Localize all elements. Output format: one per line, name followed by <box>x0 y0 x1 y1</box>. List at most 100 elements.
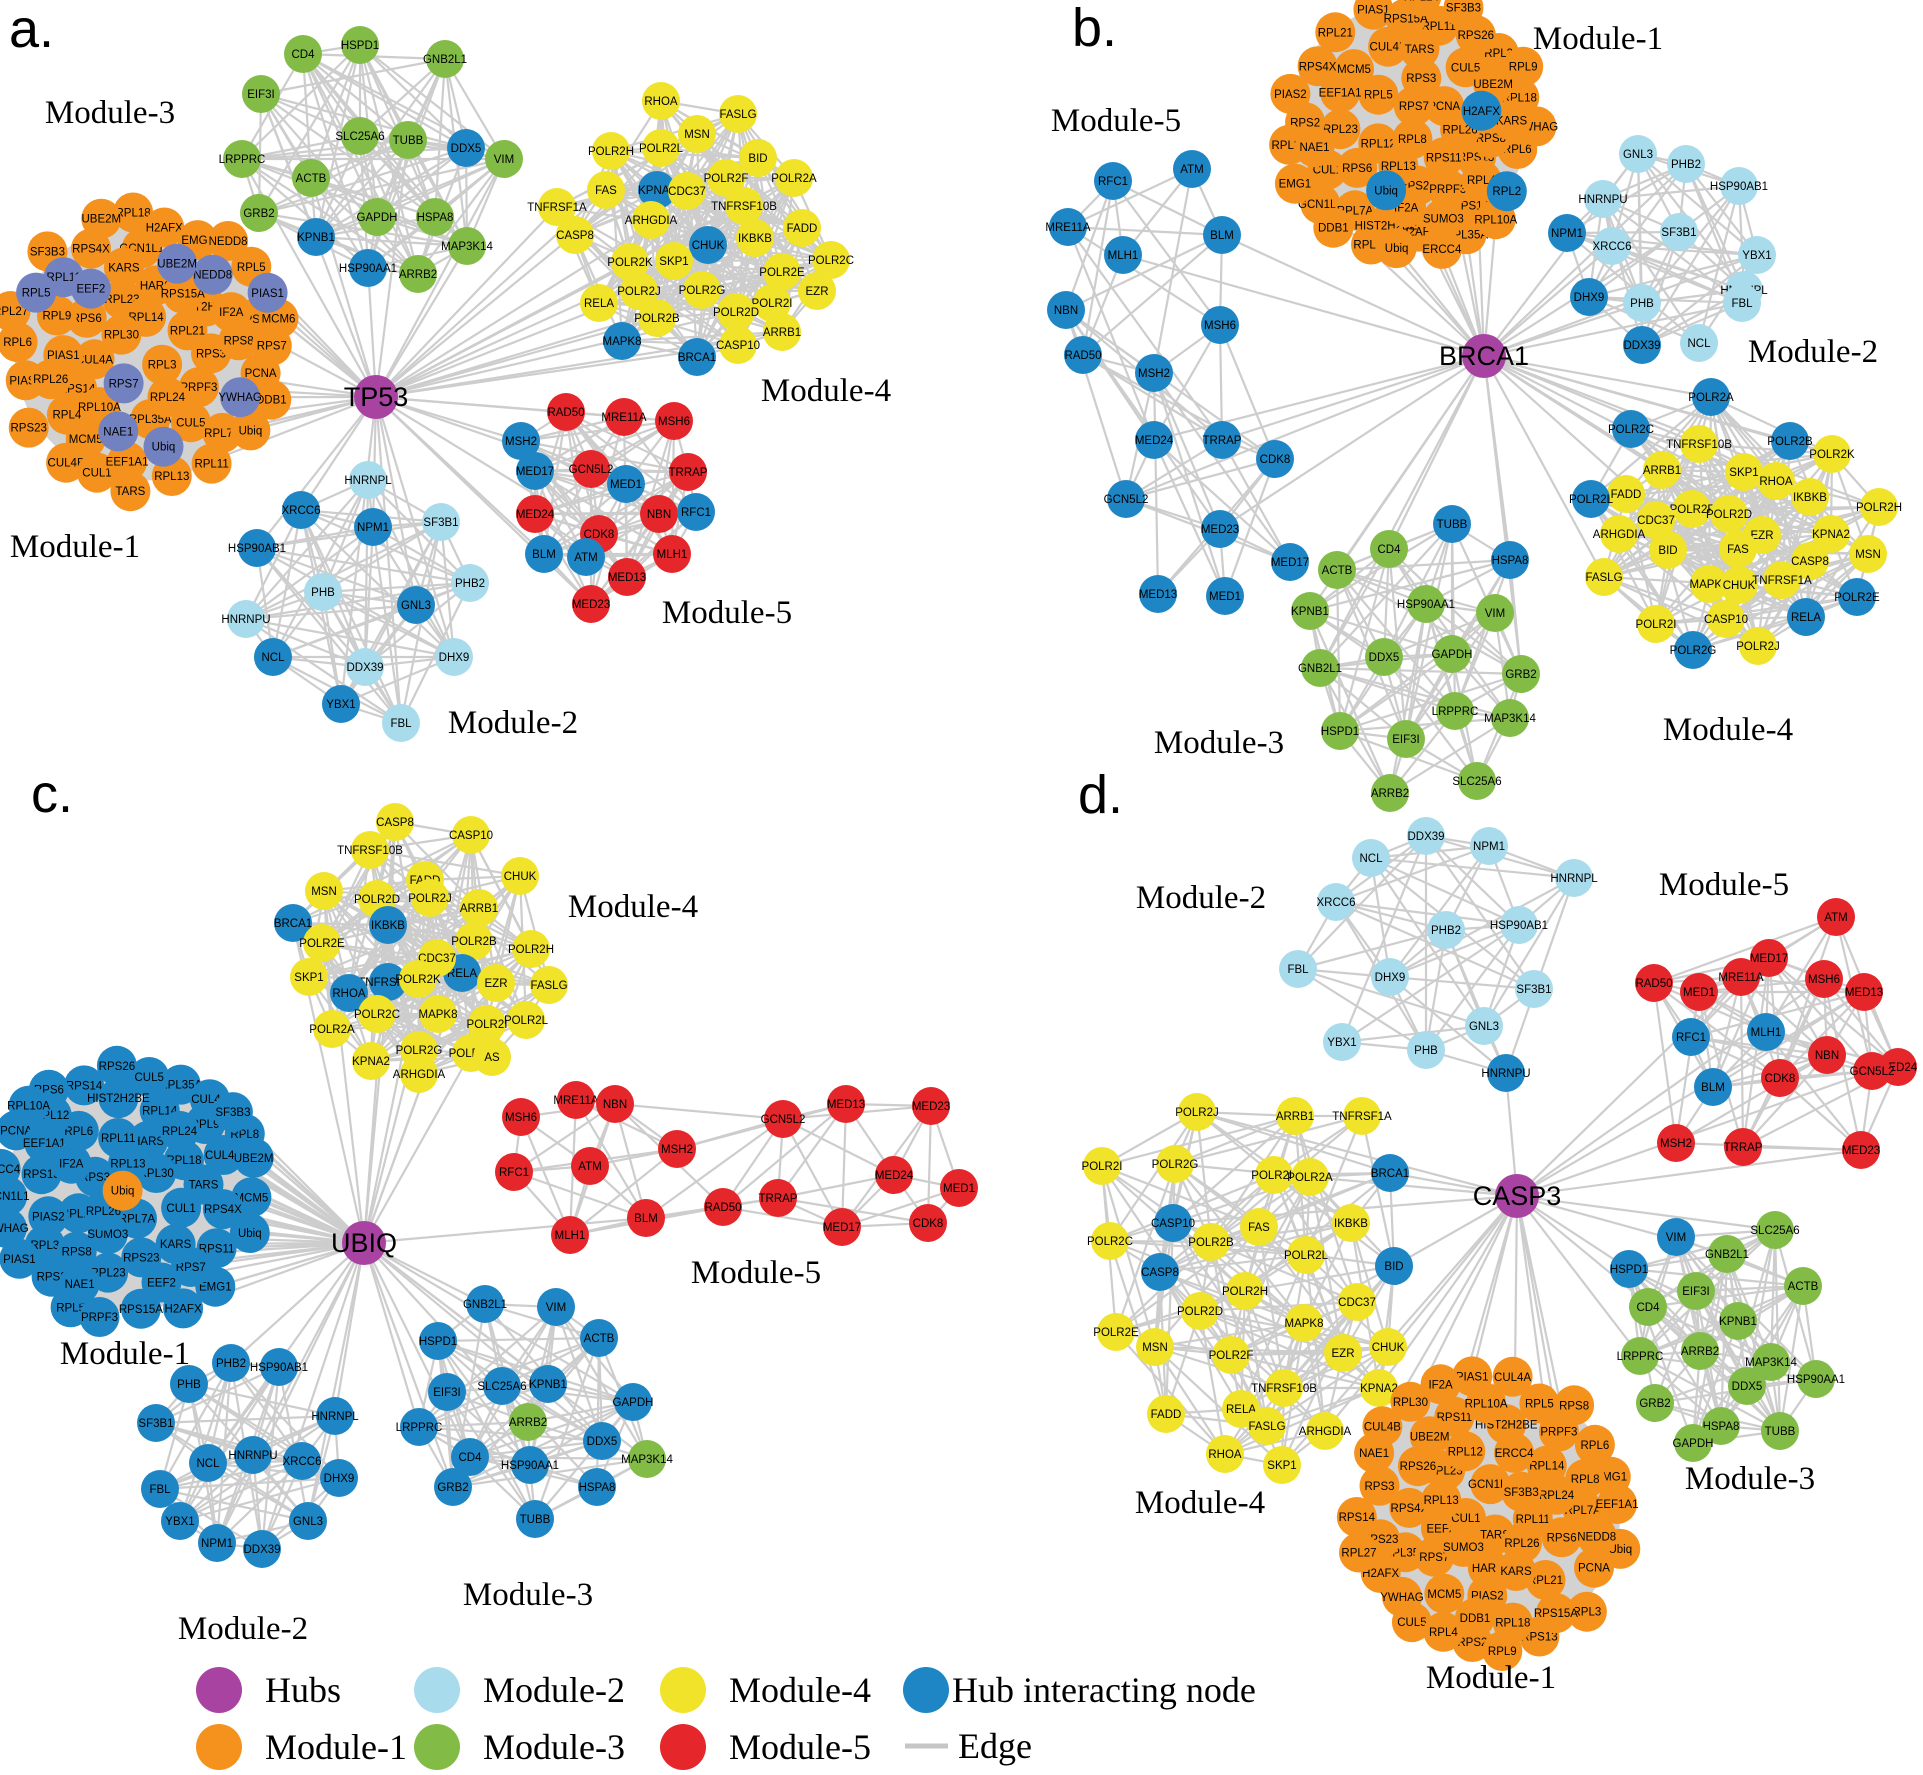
svg-text:SLC25A6: SLC25A6 <box>477 1381 526 1393</box>
svg-text:GCN1L1: GCN1L1 <box>0 1191 30 1203</box>
svg-text:Module-2: Module-2 <box>1748 334 1878 370</box>
svg-text:H2AFX: H2AFX <box>1463 106 1500 118</box>
svg-text:KARS: KARS <box>108 263 140 275</box>
svg-text:Edge: Edge <box>958 1726 1032 1766</box>
svg-text:NAE1: NAE1 <box>103 427 133 439</box>
svg-text:YBX1: YBX1 <box>165 1516 194 1528</box>
svg-text:MCM5: MCM5 <box>234 1192 268 1204</box>
svg-text:HNRNPU: HNRNPU <box>228 1450 277 1462</box>
svg-text:RPS11: RPS11 <box>1426 152 1462 164</box>
svg-text:RPL3: RPL3 <box>1573 1607 1602 1619</box>
svg-text:RPL11: RPL11 <box>1421 21 1455 33</box>
svg-text:RPL21: RPL21 <box>170 325 205 337</box>
svg-text:CUL5: CUL5 <box>1397 1617 1426 1629</box>
svg-text:FADD: FADD <box>787 223 818 235</box>
svg-text:SLC25A6: SLC25A6 <box>335 131 384 143</box>
svg-text:NPM1: NPM1 <box>1551 228 1583 240</box>
svg-text:RHOA: RHOA <box>332 988 366 1000</box>
svg-text:RFC1: RFC1 <box>499 1167 529 1179</box>
svg-text:CDC37: CDC37 <box>668 186 706 198</box>
svg-text:POLR2I: POLR2I <box>1636 619 1677 631</box>
svg-text:GNB2L1: GNB2L1 <box>1705 1249 1749 1261</box>
svg-text:UBE2M: UBE2M <box>1410 1431 1450 1443</box>
svg-text:RPL24: RPL24 <box>150 392 186 404</box>
svg-text:HSP90AB1: HSP90AB1 <box>1490 920 1548 932</box>
svg-text:RFC1: RFC1 <box>1098 176 1128 188</box>
svg-text:NAE1: NAE1 <box>65 1279 95 1291</box>
svg-text:RPS13: RPS13 <box>1521 1632 1557 1644</box>
svg-text:RFC1: RFC1 <box>681 507 711 519</box>
svg-text:POLR2A: POLR2A <box>771 173 817 185</box>
svg-text:HSP90AA1: HSP90AA1 <box>1397 599 1455 611</box>
svg-text:POLR2F: POLR2F <box>1670 504 1715 516</box>
svg-text:RPL10A: RPL10A <box>1465 1398 1508 1410</box>
svg-text:YWHAG: YWHAG <box>218 392 262 404</box>
svg-text:ARHGDIA: ARHGDIA <box>1593 529 1646 541</box>
svg-text:HSPD1: HSPD1 <box>341 40 379 52</box>
svg-text:RPS26: RPS26 <box>1400 1461 1436 1473</box>
svg-text:Module-3: Module-3 <box>463 1577 593 1613</box>
svg-text:EIF3I: EIF3I <box>1392 734 1419 746</box>
svg-text:HNRNPL: HNRNPL <box>1550 873 1598 885</box>
svg-text:POLR2A: POLR2A <box>1688 392 1734 404</box>
svg-text:KPNA2: KPNA2 <box>1812 529 1850 541</box>
svg-text:c.: c. <box>31 764 73 824</box>
svg-text:CASP8: CASP8 <box>1141 1267 1179 1279</box>
svg-text:RPL35A: RPL35A <box>129 414 172 426</box>
svg-text:MRE11A: MRE11A <box>553 1095 598 1107</box>
svg-text:d.: d. <box>1078 765 1123 825</box>
svg-text:YWHAG: YWHAG <box>0 1223 29 1235</box>
svg-text:HSPA8: HSPA8 <box>417 212 454 224</box>
svg-text:RPL10A: RPL10A <box>1474 214 1517 226</box>
svg-text:SF3B3: SF3B3 <box>215 1107 250 1119</box>
svg-text:XRCC6: XRCC6 <box>1593 241 1632 253</box>
svg-text:Module-2: Module-2 <box>178 1611 308 1647</box>
svg-text:RHOA: RHOA <box>1208 1449 1242 1461</box>
svg-text:DDX39: DDX39 <box>1407 831 1444 843</box>
svg-text:VIM: VIM <box>1666 1232 1686 1244</box>
svg-text:RPS4X: RPS4X <box>72 244 110 256</box>
svg-text:DDX5: DDX5 <box>587 1436 618 1448</box>
svg-text:RPS7: RPS7 <box>1399 101 1429 113</box>
svg-text:RPL5: RPL5 <box>1525 1399 1554 1411</box>
svg-text:POLR2E: POLR2E <box>1834 592 1880 604</box>
svg-text:CUL5: CUL5 <box>1451 62 1480 74</box>
svg-text:RPL11: RPL11 <box>194 459 228 471</box>
svg-text:KPNA2: KPNA2 <box>352 1056 390 1068</box>
svg-text:LRPPRC: LRPPRC <box>1617 1351 1664 1363</box>
svg-text:EEF1A1: EEF1A1 <box>23 1138 66 1150</box>
svg-text:CD4: CD4 <box>458 1452 482 1464</box>
svg-text:RPL13: RPL13 <box>1424 1495 1459 1507</box>
svg-text:RPL9: RPL9 <box>1488 1646 1517 1658</box>
svg-text:HSPD1: HSPD1 <box>1610 1264 1648 1276</box>
svg-text:VIM: VIM <box>1485 608 1505 620</box>
svg-text:SUMO3: SUMO3 <box>1423 213 1464 225</box>
svg-text:Module-1: Module-1 <box>60 1336 190 1372</box>
svg-text:RPS26: RPS26 <box>99 1061 135 1073</box>
svg-text:MED23: MED23 <box>912 1101 950 1113</box>
svg-text:POLR2H: POLR2H <box>1856 502 1902 514</box>
svg-text:NAE1: NAE1 <box>1299 142 1329 154</box>
svg-text:FAS: FAS <box>1727 544 1749 556</box>
svg-text:Ubiq: Ubiq <box>239 425 263 437</box>
svg-text:RPL24: RPL24 <box>1404 0 1440 3</box>
svg-text:MSH2: MSH2 <box>1660 1138 1692 1150</box>
svg-text:GNL3: GNL3 <box>401 600 431 612</box>
svg-text:RPL8: RPL8 <box>230 1129 259 1141</box>
svg-text:KPNB1: KPNB1 <box>297 232 335 244</box>
svg-text:RPL23: RPL23 <box>104 294 139 306</box>
svg-text:LRPPRC: LRPPRC <box>219 154 266 166</box>
svg-text:ARHGDIA: ARHGDIA <box>625 215 678 227</box>
svg-text:H2AFX: H2AFX <box>1362 1568 1399 1580</box>
svg-text:POLR2K: POLR2K <box>1251 1170 1297 1182</box>
svg-text:TUBB: TUBB <box>1765 1426 1796 1438</box>
svg-text:EZR: EZR <box>1332 1348 1355 1360</box>
svg-text:ARRB1: ARRB1 <box>1643 465 1681 477</box>
svg-text:RPL26: RPL26 <box>86 1206 121 1218</box>
svg-text:RPL12: RPL12 <box>1361 138 1396 150</box>
svg-text:RPS2: RPS2 <box>37 1272 67 1284</box>
svg-text:MSH2: MSH2 <box>661 1144 693 1156</box>
svg-text:POLR2B: POLR2B <box>1767 436 1813 448</box>
svg-text:RELA: RELA <box>447 968 477 980</box>
svg-text:RAD50: RAD50 <box>1064 350 1101 362</box>
